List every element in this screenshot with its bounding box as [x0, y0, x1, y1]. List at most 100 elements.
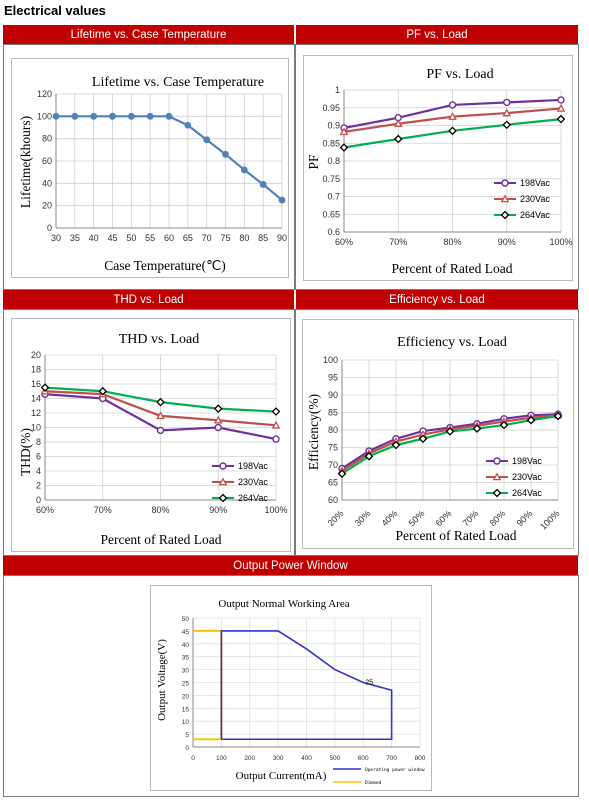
x-tick-label: 50% — [407, 508, 427, 528]
chart-efficiency: Efficiency vs. Load 60 65 70 75 80 85 90 95 100 20… — [306, 335, 563, 543]
legend-label: 230Vac — [520, 194, 550, 204]
legend-marker — [500, 194, 510, 203]
legend-label: 198Vac — [520, 178, 550, 188]
legend-label: 198Vac — [238, 461, 268, 471]
y-tick-label: 20 — [42, 201, 52, 211]
data-point — [502, 120, 512, 130]
data-point — [213, 404, 223, 413]
x-tick-label: 50 — [126, 233, 136, 243]
x-tick-label: 100 — [216, 755, 227, 762]
data-point — [337, 469, 347, 479]
legend-label: Operating power window — [365, 767, 425, 773]
x-tick-label: 35 — [70, 233, 80, 243]
annotation-label: 25 — [365, 680, 373, 687]
y-tick-label: 70 — [328, 460, 338, 470]
x-tick-label: 100% — [264, 505, 287, 515]
x-tick-label: 200 — [244, 755, 255, 762]
data-point — [393, 134, 403, 144]
data-point — [156, 426, 165, 435]
section-header-lifetime: Lifetime vs. Case Temperature — [3, 25, 294, 44]
y-axis-label: Lifetime(khours) — [18, 116, 33, 208]
x-tick-label: 300 — [273, 755, 284, 762]
data-point — [393, 119, 403, 127]
y-tick-label: 6 — [36, 452, 41, 462]
data-point — [98, 386, 108, 396]
data-point — [203, 136, 211, 144]
chart-thd: THD vs. Load 0 2 4 6 8 10 12 14 16 18 20 60% 70% 80% 90… — [18, 332, 288, 547]
data-point — [52, 112, 60, 120]
y-tick-label: 0.65 — [322, 209, 340, 219]
data-point — [222, 150, 229, 158]
legend-marker — [500, 210, 510, 220]
data-point — [448, 126, 457, 136]
x-tick-label: 60% — [434, 508, 454, 528]
data-point — [499, 420, 509, 430]
y-tick-label: 80 — [328, 425, 338, 435]
chart-frame-thd — [11, 318, 291, 552]
y-tick-label: 50 — [182, 616, 190, 623]
x-tick-label: 60 — [164, 233, 174, 243]
y-tick-label: 0 — [47, 223, 52, 233]
y-axis-label: THD(%) — [18, 428, 33, 476]
x-tick-label: 800 — [415, 755, 426, 762]
y-axis-label: Efficiency(%) — [306, 394, 321, 470]
section-header-output-power-window: Output Power Window — [3, 556, 578, 575]
data-point — [127, 112, 135, 120]
chart-title: THD vs. Load — [119, 332, 200, 347]
x-axis-label: Percent of Rated Load — [395, 528, 516, 543]
y-tick-label: 40 — [182, 642, 190, 649]
chart-pf: PF vs. Load 0.6 0.65 0.7 0.75 0.8 0.85 0.9 0.95 1… — [306, 67, 573, 276]
data-point — [553, 411, 563, 421]
y-tick-label: 0.8 — [327, 156, 340, 166]
y-tick-label: 10 — [182, 719, 190, 726]
data-point — [448, 112, 457, 120]
y-axis-label: Output Voltage(V) — [156, 639, 168, 721]
data-point — [71, 112, 79, 120]
y-tick-label: 40 — [42, 178, 52, 188]
x-tick-label: 45 — [107, 233, 117, 243]
y-tick-label: 20 — [31, 350, 41, 360]
x-axis-label: Case Temperature(℃) — [104, 258, 226, 273]
legend-label: 264Vac — [238, 493, 268, 503]
x-tick-label: 100% — [538, 508, 561, 531]
legend-marker — [218, 477, 228, 486]
y-tick-label: 4 — [36, 466, 41, 476]
data-point — [156, 397, 165, 407]
y-tick-label: 0 — [185, 745, 189, 752]
legend-label: Dimmed — [365, 780, 382, 786]
data-point — [156, 411, 165, 420]
x-tick-label: 90% — [209, 505, 227, 515]
y-tick-label: 5 — [185, 732, 189, 739]
legend-label: 264Vac — [520, 210, 550, 220]
x-axis-label: Percent of Rated Load — [100, 532, 221, 547]
data-point — [213, 415, 223, 424]
data-point — [503, 98, 511, 107]
x-tick-label: 0 — [191, 755, 195, 762]
legend-marker — [493, 457, 501, 465]
data-point — [240, 166, 248, 174]
y-tick-label: 0 — [36, 495, 41, 505]
y-tick-label: 100 — [323, 355, 338, 365]
chart-opw: Output Normal Working Area 0 5 10 15 20 25 30 35… — [156, 598, 426, 786]
y-tick-label: 80 — [42, 134, 52, 144]
x-tick-label: 65 — [183, 233, 193, 243]
y-tick-label: 0.95 — [322, 103, 340, 113]
x-tick-label: 80% — [443, 237, 461, 247]
data-point — [556, 114, 566, 124]
data-point — [109, 112, 116, 120]
legend-marker — [219, 462, 227, 470]
chart-title: Lifetime vs. Case Temperature — [92, 75, 264, 90]
x-tick-label: 30% — [353, 508, 373, 528]
x-tick-label: 90 — [277, 233, 287, 243]
y-tick-label: 2 — [36, 481, 41, 491]
y-tick-label: 25 — [182, 681, 190, 688]
chart-frame-pf — [303, 55, 573, 281]
x-tick-label: 55 — [145, 233, 155, 243]
x-tick-label: 90% — [498, 237, 516, 247]
x-tick-label: 80 — [239, 233, 249, 243]
x-tick-label: 60% — [36, 505, 54, 515]
x-tick-label: 20% — [326, 508, 346, 528]
data-point — [214, 423, 222, 432]
y-tick-label: 35 — [182, 655, 190, 662]
data-point — [40, 383, 50, 392]
